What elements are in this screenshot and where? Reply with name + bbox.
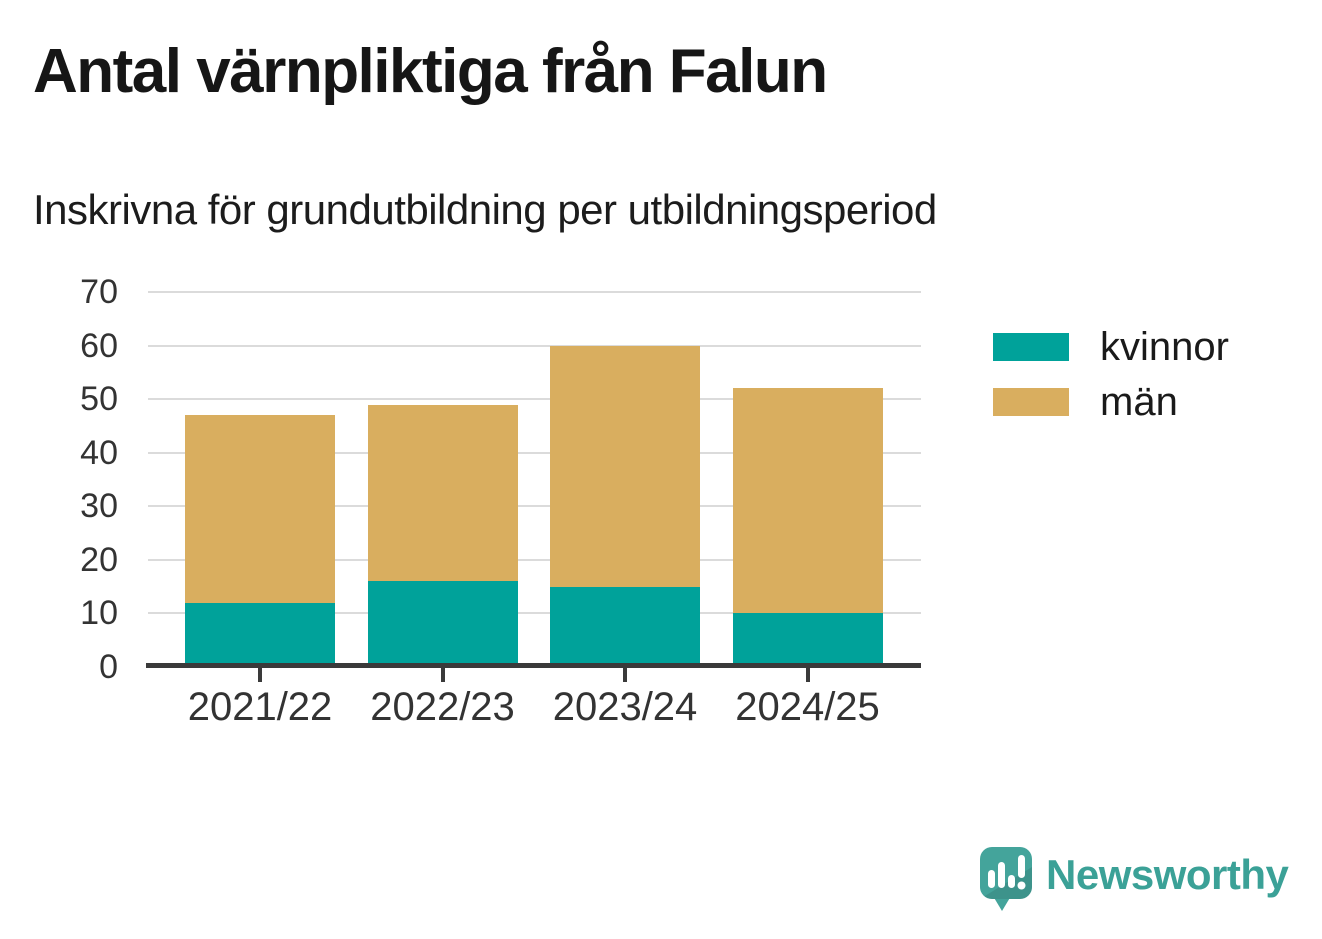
x-axis-category-label: 2023/24 — [552, 685, 698, 729]
bar-2024/25-män — [732, 388, 883, 614]
bar-2023/24-kvinnor — [550, 586, 700, 667]
x-axis-tick — [805, 668, 810, 682]
brand-name: Newsworthy — [1046, 851, 1289, 898]
gridline-20 — [148, 558, 921, 561]
chart-title: Antal värnpliktiga från Falun — [33, 37, 828, 106]
y-axis-tick-label: 10 — [80, 594, 118, 633]
newsworthy-logo-icon — [980, 847, 1032, 911]
gridline-10 — [148, 612, 921, 615]
bar-2022/23-kvinnor — [367, 581, 518, 667]
gridline-40 — [148, 451, 921, 454]
x-axis-category-label: 2024/25 — [735, 685, 880, 729]
x-axis-category-label: 2022/23 — [370, 685, 515, 729]
y-axis-tick-label: 20 — [80, 540, 118, 579]
y-axis-tick-label: 60 — [80, 326, 118, 365]
gridline-30 — [148, 505, 921, 508]
x-axis-tick — [440, 668, 445, 682]
x-axis-line — [146, 663, 921, 668]
legend-item-män: män — [993, 380, 1322, 424]
legend-swatch-män — [993, 388, 1069, 416]
chart-subtitle: Inskrivna för grundutbildning per utbild… — [33, 186, 937, 233]
y-axis-tick-label: 30 — [80, 487, 118, 526]
y-axis-tick-label: 0 — [99, 648, 118, 686]
y-axis-tick-label: 50 — [80, 380, 118, 419]
x-axis-tick — [623, 668, 627, 682]
bar-2024/25-kvinnor — [732, 613, 883, 667]
legend-label-kvinnor: kvinnor — [1100, 325, 1229, 369]
bar-2022/23-män — [367, 404, 518, 582]
gridline-60 — [148, 344, 921, 347]
legend-label-män: män — [1100, 380, 1178, 424]
legend-swatch-kvinnor — [993, 333, 1069, 361]
legend-item-kvinnor: kvinnor — [993, 325, 1322, 369]
x-axis-tick — [258, 668, 262, 682]
bar-2021/22-kvinnor — [185, 602, 335, 667]
gridline-50 — [148, 398, 921, 401]
y-axis-tick-label: 40 — [80, 433, 118, 472]
x-axis-category-label: 2021/22 — [187, 685, 333, 729]
bar-2021/22-män — [185, 415, 335, 603]
chart-legend: kvinnor män — [993, 325, 1322, 463]
bar-2023/24-män — [550, 345, 700, 587]
gridline-70 — [148, 291, 921, 293]
y-axis-tick-label: 70 — [80, 273, 118, 311]
